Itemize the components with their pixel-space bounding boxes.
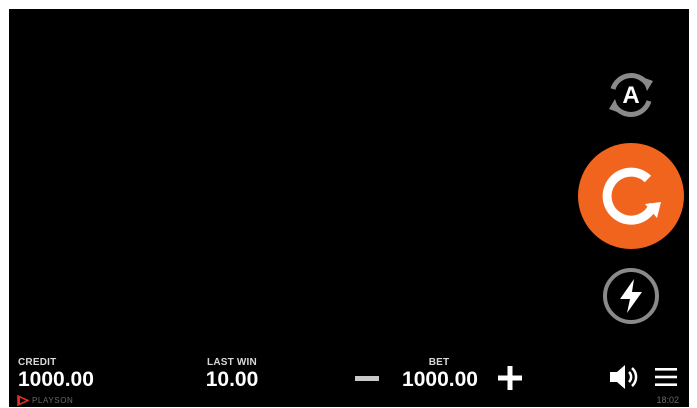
sound-button[interactable] (608, 363, 640, 391)
autoplay-letter: A (622, 82, 639, 109)
minus-icon (355, 376, 379, 381)
speaker-icon (610, 365, 638, 389)
spin-icon (602, 167, 661, 225)
bet-increase-button[interactable] (496, 364, 524, 392)
last-win-value: 10.00 (205, 368, 259, 391)
autoplay-icon: A (609, 73, 653, 117)
menu-button[interactable] (654, 365, 678, 389)
last-win-label: LAST WIN (207, 357, 257, 368)
spin-button-background (578, 143, 684, 249)
autoplay-button[interactable]: A (601, 65, 661, 125)
bet-value: 1000.00 (402, 368, 478, 391)
spin-button[interactable] (577, 142, 685, 250)
game-screen: A CREDIT 1000.00 LAST WIN 10.00 BET 1000… (9, 9, 689, 407)
bet-decrease-button[interactable] (354, 366, 380, 392)
clock: 18:02 (656, 395, 679, 405)
bet-label: BET (428, 357, 450, 368)
credit-value: 1000.00 (18, 368, 94, 391)
credit-label: CREDIT (18, 357, 57, 368)
brand: PLAYSON (17, 394, 73, 406)
hamburger-menu-icon (655, 368, 677, 386)
playson-logo-icon (17, 394, 29, 406)
brand-name: PLAYSON (32, 395, 74, 405)
turbo-button[interactable] (601, 266, 661, 326)
lightning-icon (603, 268, 659, 324)
plus-icon (498, 366, 522, 390)
